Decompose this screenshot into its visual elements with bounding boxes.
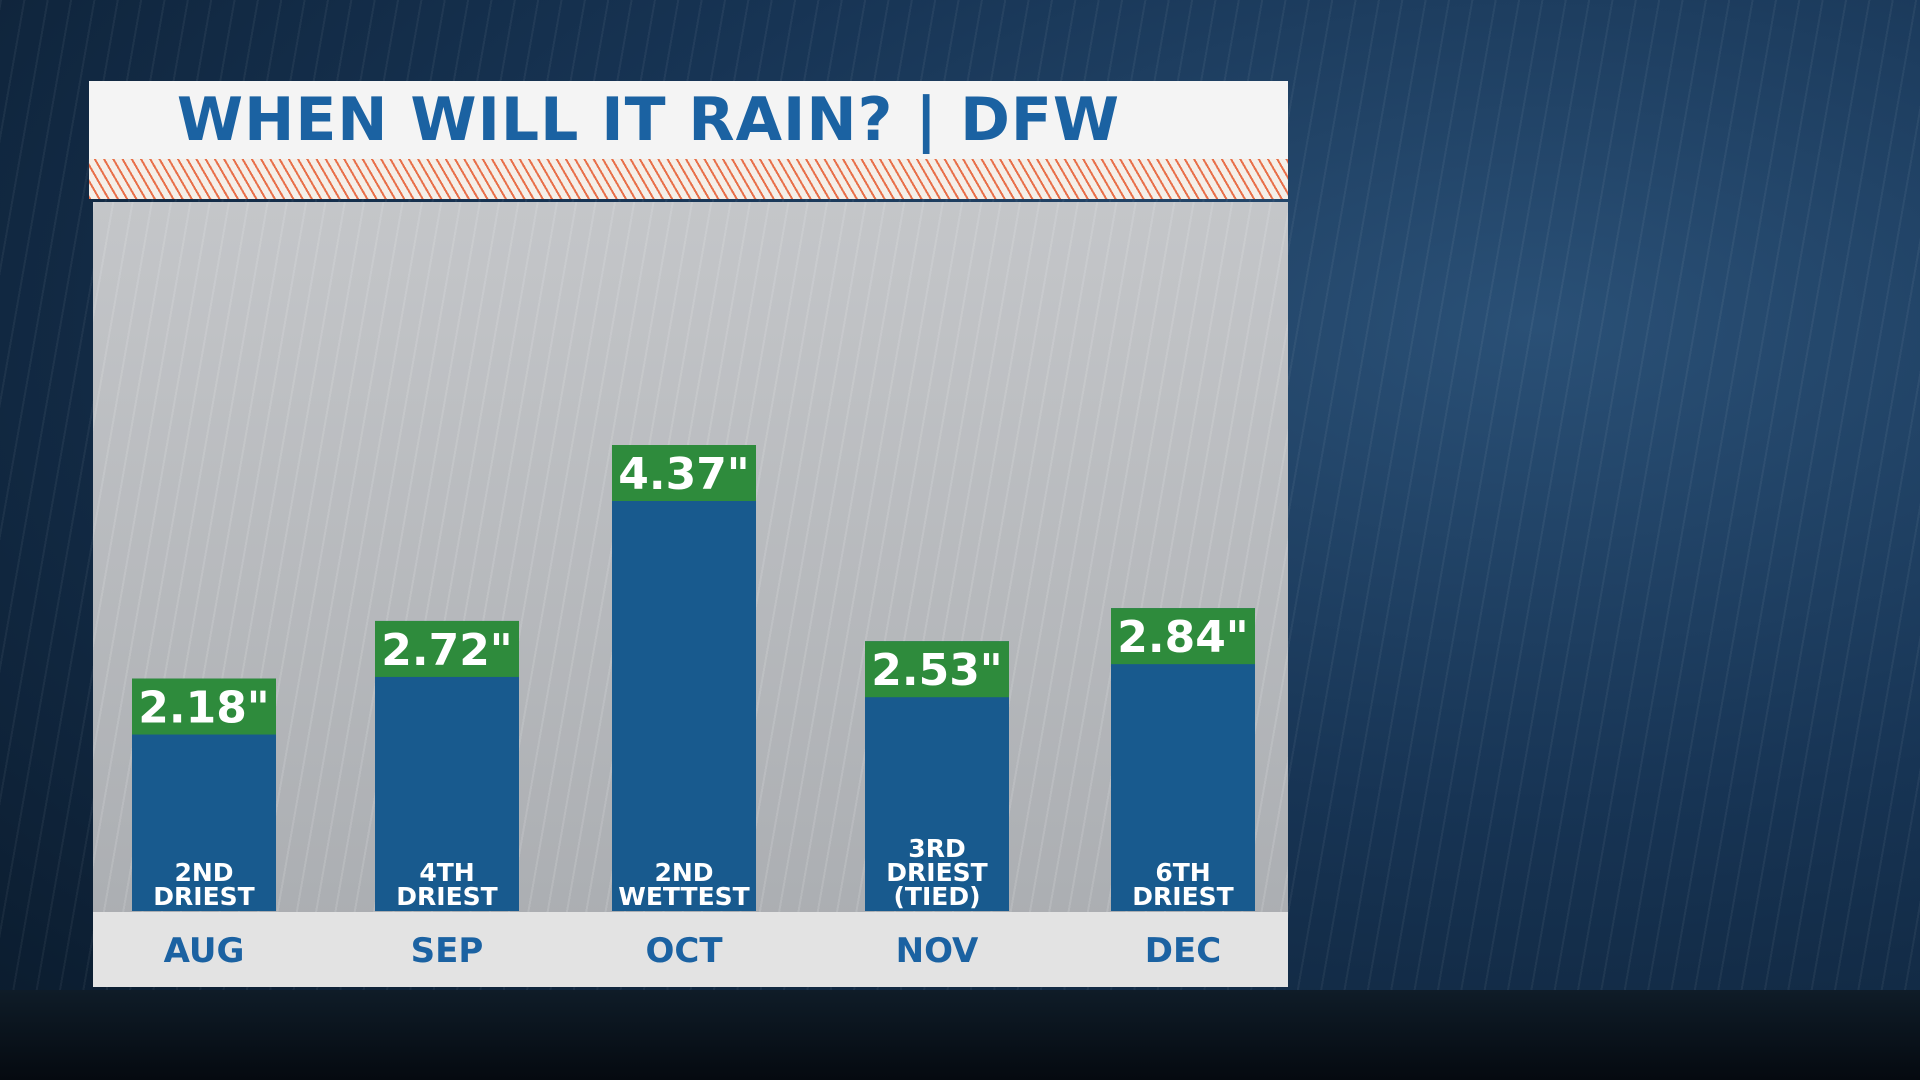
x-tick-label: OCT bbox=[645, 931, 723, 971]
value-label: 2.84" bbox=[1117, 612, 1248, 663]
bar bbox=[612, 445, 756, 911]
value-label-box bbox=[612, 445, 756, 501]
value-label-box bbox=[132, 678, 276, 735]
category-strip bbox=[93, 912, 1288, 987]
hatch-stripe bbox=[89, 159, 1288, 199]
value-label-box bbox=[1111, 608, 1255, 665]
bar-annotation: DRIEST bbox=[396, 882, 497, 911]
x-tick-label: AUG bbox=[164, 931, 245, 971]
value-label-box bbox=[865, 641, 1009, 698]
bar-annotation: 3RD bbox=[908, 834, 965, 863]
x-tick-label: NOV bbox=[896, 931, 979, 971]
value-label: 2.72" bbox=[381, 625, 512, 676]
bar-annotation: DRIEST bbox=[153, 882, 254, 911]
bar-annotation: DRIEST bbox=[886, 858, 987, 887]
bar-annotation: 6TH bbox=[1155, 858, 1210, 887]
value-label: 2.18" bbox=[138, 683, 269, 734]
value-label: 4.37" bbox=[618, 449, 749, 500]
bar-annotation: (TIED) bbox=[893, 882, 980, 911]
bar-annotation: 4TH bbox=[419, 858, 474, 887]
bar-annotation: 2ND bbox=[654, 858, 713, 887]
chart-title: WHEN WILL IT RAIN? | DFW bbox=[176, 85, 1121, 155]
bar-annotation: WETTEST bbox=[618, 882, 749, 911]
x-tick-label: SEP bbox=[411, 931, 484, 971]
title-bar: WHEN WILL IT RAIN? | DFW bbox=[89, 81, 1288, 159]
value-label: 2.53" bbox=[871, 645, 1002, 696]
bar-annotation: 2ND bbox=[174, 858, 233, 887]
x-tick-label: DEC bbox=[1145, 931, 1221, 971]
value-label-box bbox=[375, 620, 519, 677]
bar-annotation: DRIEST bbox=[1132, 882, 1233, 911]
city-skyline bbox=[0, 990, 1920, 1080]
